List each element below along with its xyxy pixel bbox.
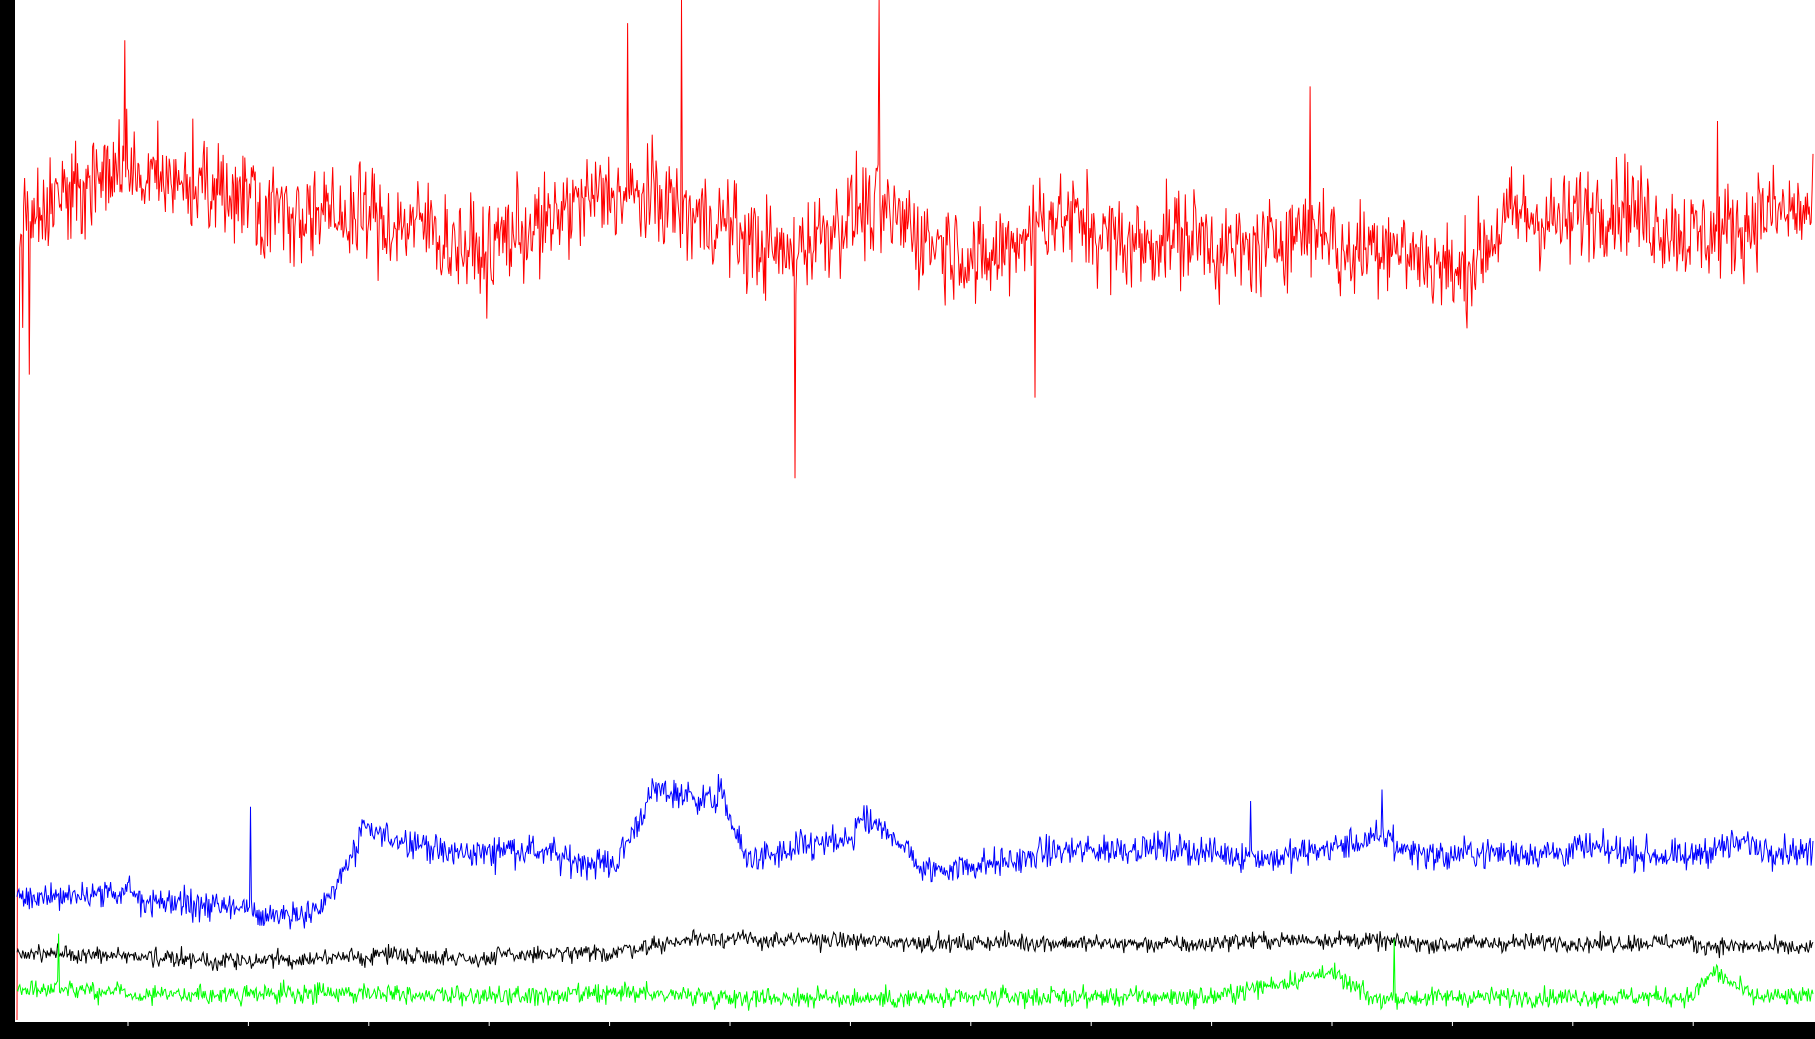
- plot-area: [15, 0, 1815, 1022]
- x-tick-label: 14:13: [1560, 1028, 1586, 1038]
- y-tick-label: 619: [4, 297, 14, 314]
- x-tick-label: 14:10: [1199, 1028, 1225, 1038]
- series-line-1: [16, 0, 1814, 1021]
- y-tick-label: 265: [4, 705, 14, 722]
- series-line-4: [16, 933, 1814, 1011]
- x-tick-label: 14:14: [1680, 1028, 1706, 1038]
- x-tick-label: 14:07: [837, 1028, 863, 1038]
- x-tick-label: 14:06: [717, 1028, 743, 1038]
- x-tick-label: 14:04: [476, 1028, 502, 1038]
- x-tick-label: 14:12: [1439, 1028, 1465, 1038]
- y-axis-ticks: 0 88 177 265 354 442 531 619 708 796 885: [4, 1, 14, 1016]
- x-tick-label: 14:03: [356, 1028, 382, 1038]
- y-tick-label: 88: [4, 912, 14, 924]
- series-line-2: [16, 773, 1814, 930]
- series-layer: [16, 0, 1814, 1021]
- y-tick-label: 708: [4, 195, 14, 212]
- left-margin-bar: [0, 0, 15, 1039]
- series-line-3: [16, 928, 1814, 972]
- bottom-axis-bar: [0, 1022, 1815, 1039]
- y-tick-label: 442: [4, 501, 14, 518]
- x-tick-label: 14:11: [1319, 1028, 1345, 1038]
- y-tick-label: 531: [4, 399, 14, 416]
- x-tick-label: 14:08: [958, 1028, 984, 1038]
- x-tick-label: 14:01: [115, 1028, 141, 1038]
- x-tick-label: 14:05: [597, 1028, 623, 1038]
- x-tick-label: 14:09: [1078, 1028, 1104, 1038]
- x-axis-ticks: 14:01 14:02 14:03 14:04 14:05 14:06 14:07 14:08…: [115, 1022, 1706, 1038]
- y-tick-label: 354: [4, 603, 14, 620]
- x-tick-label: 14:02: [235, 1028, 261, 1038]
- y-tick-label: 885: [4, 1, 14, 18]
- y-tick-label: 0: [4, 1011, 14, 1017]
- y-tick-label: 796: [4, 93, 14, 110]
- y-tick-label: 177: [4, 807, 14, 824]
